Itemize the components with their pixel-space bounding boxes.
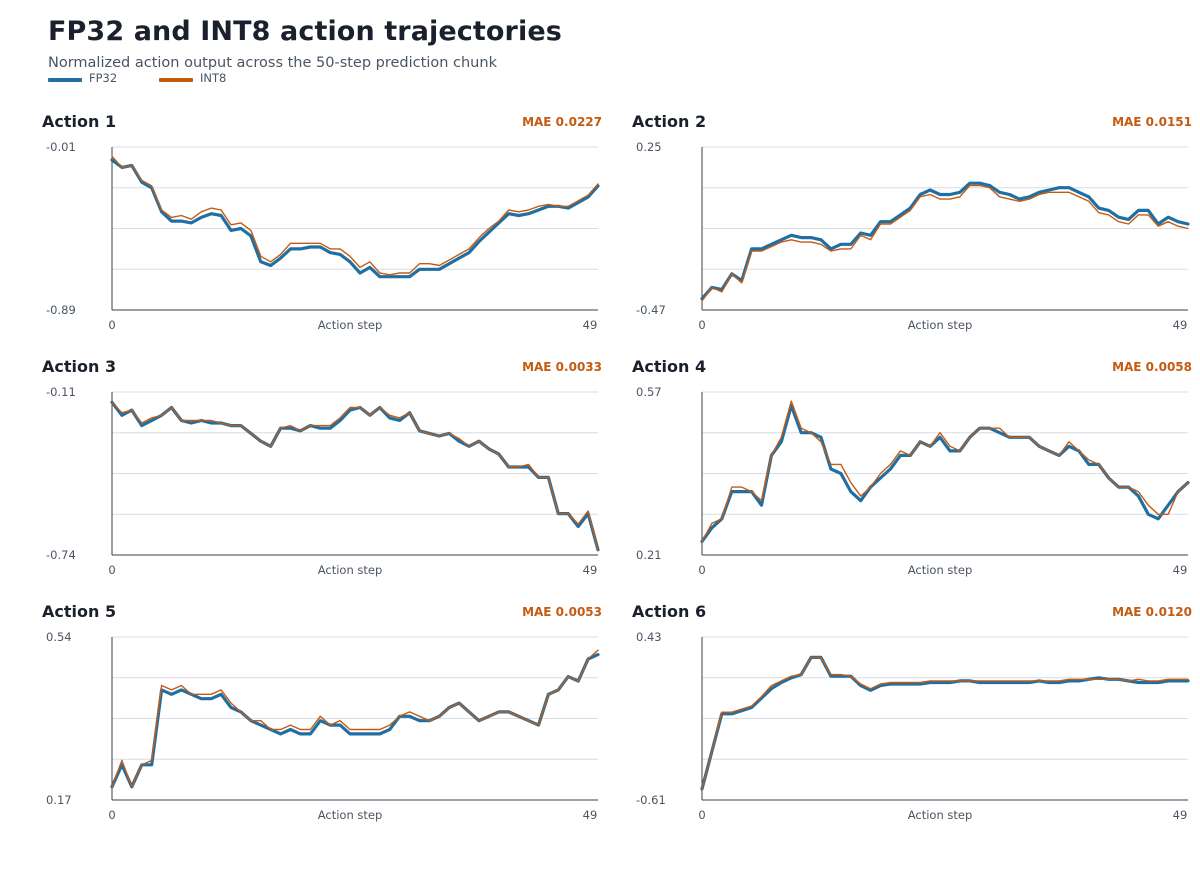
x-axis-label: Action step xyxy=(318,563,383,577)
y-tick-label: 0.17 xyxy=(46,793,72,807)
series-line-fp32 xyxy=(110,158,600,279)
series-line-int8 xyxy=(111,155,599,276)
x-tick-label: 49 xyxy=(583,318,598,332)
series-line-fp32 xyxy=(110,400,600,552)
panel-plot: 0.54 0.17 0 49 Action step xyxy=(46,630,600,822)
legend-swatch-fp32 xyxy=(48,78,82,82)
y-tick-label: 0.25 xyxy=(636,140,662,154)
panel-action-3: Action 3 MAE 0.0033 -0.11 -0.74 0 49 Action … xyxy=(42,357,602,587)
x-tick-label: 0 xyxy=(698,563,705,577)
y-tick-label: -0.01 xyxy=(46,140,76,154)
x-tick-label: 0 xyxy=(108,808,115,822)
panel-title: Action 2 xyxy=(632,112,707,131)
x-tick-label: 49 xyxy=(583,563,598,577)
panel-mae: MAE 0.0053 xyxy=(522,605,602,619)
x-tick-label: 49 xyxy=(1173,563,1188,577)
y-tick-label: -0.47 xyxy=(636,303,666,317)
chart-subtitle: Normalized action output across the 50-s… xyxy=(48,55,497,71)
legend-swatch-int8 xyxy=(159,78,193,82)
panel-mae: MAE 0.0151 xyxy=(1112,115,1192,129)
series-line-int8 xyxy=(701,400,1189,543)
y-tick-label: -0.74 xyxy=(46,548,76,562)
x-tick-label: 0 xyxy=(698,808,705,822)
panel-title: Action 1 xyxy=(42,112,117,131)
panel-plot: -0.11 -0.74 0 49 Action step xyxy=(46,385,600,577)
chart-title: FP32 and INT8 action trajectories xyxy=(48,16,562,47)
panel-title: Action 3 xyxy=(42,357,117,376)
panel-plot: 0.43 -0.61 0 49 Action step xyxy=(636,630,1190,822)
panel-mae: MAE 0.0058 xyxy=(1112,360,1192,374)
x-tick-label: 0 xyxy=(698,318,705,332)
panel-action-1: Action 1 MAE 0.0227 -0.01 -0.89 0 49 Action … xyxy=(42,112,602,342)
panel-action-4: Action 4 MAE 0.0058 0.57 0.21 0 49 Action st… xyxy=(632,357,1192,587)
series-line-int8 xyxy=(111,649,599,788)
panel-plot: -0.01 -0.89 0 49 Action step xyxy=(46,140,600,332)
y-tick-label: -0.11 xyxy=(46,385,76,399)
x-axis-label: Action step xyxy=(318,318,383,332)
series-line-fp32 xyxy=(110,652,600,789)
panel-plot: 0.25 -0.47 0 49 Action step xyxy=(636,140,1190,332)
y-tick-label: -0.61 xyxy=(636,793,666,807)
x-axis-label: Action step xyxy=(908,808,973,822)
y-tick-label: -0.89 xyxy=(46,303,76,317)
x-axis-label: Action step xyxy=(318,808,383,822)
series-line-fp32 xyxy=(700,181,1190,301)
x-tick-label: 0 xyxy=(108,563,115,577)
x-tick-label: 49 xyxy=(583,808,598,822)
panel-mae: MAE 0.0120 xyxy=(1112,605,1192,619)
y-tick-label: 0.43 xyxy=(636,630,662,644)
panel-mae: MAE 0.0227 xyxy=(522,115,602,129)
legend-label-int8: INT8 xyxy=(200,71,227,85)
y-tick-label: 0.54 xyxy=(46,630,72,644)
series-line-int8 xyxy=(701,656,1189,790)
panel-action-2: Action 2 MAE 0.0151 0.25 -0.47 0 49 Action s… xyxy=(632,112,1192,342)
x-tick-label: 49 xyxy=(1173,808,1188,822)
series-line-fp32 xyxy=(700,655,1190,791)
x-tick-label: 49 xyxy=(1173,318,1188,332)
y-tick-label: 0.57 xyxy=(636,385,662,399)
panel-title: Action 6 xyxy=(632,602,707,621)
panel-action-5: Action 5 MAE 0.0053 0.54 0.17 0 49 Action st… xyxy=(42,602,602,832)
series-line-int8 xyxy=(701,184,1189,302)
x-axis-label: Action step xyxy=(908,318,973,332)
x-axis-label: Action step xyxy=(908,563,973,577)
y-tick-label: 0.21 xyxy=(636,548,662,562)
legend-label-fp32: FP32 xyxy=(89,71,118,85)
panel-mae: MAE 0.0033 xyxy=(522,360,602,374)
panel-plot: 0.57 0.21 0 49 Action step xyxy=(636,385,1190,577)
x-tick-label: 0 xyxy=(108,318,115,332)
panel-title: Action 4 xyxy=(632,357,707,376)
panel-title: Action 5 xyxy=(42,602,117,621)
panel-action-6: Action 6 MAE 0.0120 0.43 -0.61 0 49 Action s… xyxy=(632,602,1192,832)
series-line-int8 xyxy=(111,401,599,551)
